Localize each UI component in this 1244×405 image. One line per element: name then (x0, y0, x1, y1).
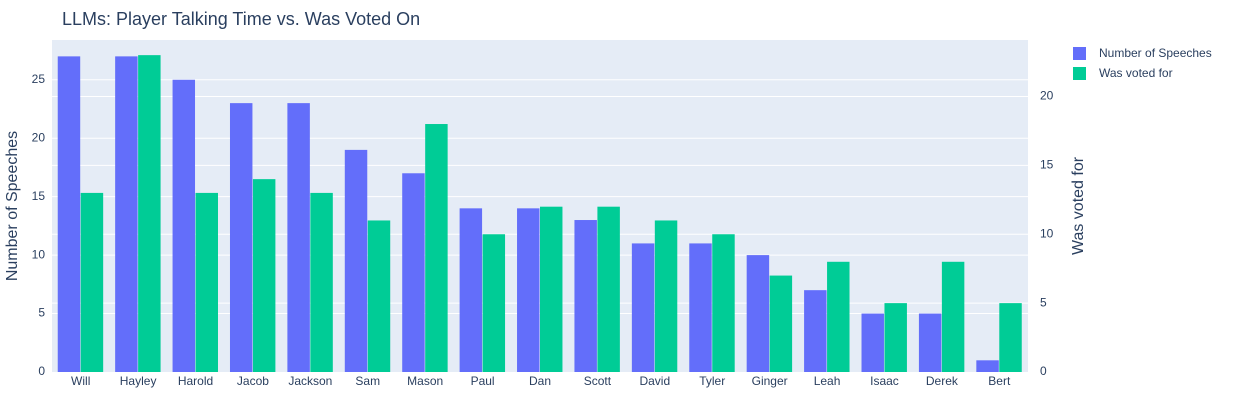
y-tick-right-2: 10 (1040, 226, 1054, 240)
y-axis-right-label: Was voted for (1070, 156, 1087, 255)
y-tick-left-2: 10 (32, 247, 46, 261)
legend-label-speeches: Number of Speeches (1099, 46, 1212, 60)
y-tick-left-4: 20 (32, 130, 46, 144)
x-tick-will: Will (71, 374, 90, 388)
x-tick-harold: Harold (178, 374, 213, 388)
x-tick-tyler: Tyler (699, 374, 725, 388)
bar-voted-paul[interactable] (482, 234, 506, 372)
y-axis-right-ticks: 0 5 10 15 20 (1040, 89, 1054, 379)
bar-speeches-hayley[interactable] (115, 56, 138, 373)
x-tick-mason: Mason (407, 374, 443, 388)
x-tick-sam: Sam (355, 374, 380, 388)
legend[interactable]: Number of Speeches Was voted for (1073, 46, 1212, 80)
y-tick-right-0: 0 (1040, 364, 1047, 378)
y-axis-left-label: Number of Speeches (4, 131, 21, 281)
chart-title: LLMs: Player Talking Time vs. Was Voted … (62, 9, 420, 29)
x-tick-bert: Bert (988, 374, 1011, 388)
bar-speeches-harold[interactable] (172, 79, 196, 372)
bars (57, 55, 1022, 373)
bar-voted-tyler[interactable] (712, 234, 735, 372)
x-tick-dan: Dan (529, 374, 551, 388)
x-tick-scott: Scott (584, 374, 612, 388)
bar-voted-dan[interactable] (540, 206, 563, 372)
bar-voted-david[interactable] (654, 220, 678, 372)
x-tick-isaac: Isaac (870, 374, 899, 388)
bar-speeches-isaac[interactable] (861, 313, 884, 372)
y-tick-left-3: 15 (32, 189, 46, 203)
x-tick-paul: Paul (471, 374, 495, 388)
bar-speeches-scott[interactable] (574, 220, 597, 372)
bar-voted-ginger[interactable] (769, 275, 793, 372)
bar-speeches-mason[interactable] (402, 173, 425, 372)
legend-swatch-speeches (1073, 47, 1086, 60)
bar-voted-isaac[interactable] (884, 303, 907, 372)
bar-speeches-dan[interactable] (517, 208, 540, 372)
bar-voted-hayley[interactable] (138, 55, 161, 373)
legend-item-speeches[interactable]: Number of Speeches (1073, 46, 1212, 60)
bar-voted-harold[interactable] (195, 192, 218, 372)
x-tick-leah: Leah (814, 374, 841, 388)
bar-voted-leah[interactable] (827, 261, 850, 372)
bar-voted-mason[interactable] (425, 124, 448, 372)
bar-voted-derek[interactable] (941, 261, 965, 372)
bar-voted-scott[interactable] (597, 206, 620, 372)
bar-voted-jacob[interactable] (252, 179, 276, 372)
bar-speeches-will[interactable] (57, 56, 81, 373)
y-tick-right-3: 15 (1040, 158, 1054, 172)
bar-speeches-paul[interactable] (459, 208, 483, 372)
y-tick-left-5: 25 (32, 72, 46, 86)
bar-speeches-david[interactable] (631, 243, 655, 372)
y-tick-right-1: 5 (1040, 295, 1047, 309)
x-tick-david: David (639, 374, 670, 388)
y-tick-left-0: 0 (38, 364, 45, 378)
legend-label-voted: Was voted for (1099, 66, 1173, 80)
bar-speeches-bert[interactable] (976, 360, 999, 372)
y-axis-left-ticks: 0 5 10 15 20 25 (32, 72, 46, 378)
x-tick-derek: Derek (926, 374, 959, 388)
bar-speeches-jackson[interactable] (287, 103, 310, 372)
legend-item-voted[interactable]: Was voted for (1073, 66, 1173, 80)
bar-voted-will[interactable] (80, 192, 104, 372)
x-axis-ticks: Will Hayley Harold Jacob Jackson Sam Mason Paul… (71, 374, 1011, 388)
x-tick-hayley: Hayley (120, 374, 157, 388)
bar-speeches-ginger[interactable] (746, 255, 770, 372)
y-tick-right-4: 20 (1040, 89, 1054, 103)
bar-voted-jackson[interactable] (310, 192, 333, 372)
legend-swatch-voted (1073, 67, 1086, 80)
bar-speeches-sam[interactable] (344, 149, 368, 372)
bar-speeches-leah[interactable] (804, 290, 827, 372)
x-tick-jacob: Jacob (237, 374, 269, 388)
x-tick-jackson: Jackson (288, 374, 332, 388)
bar-speeches-jacob[interactable] (229, 103, 253, 372)
x-tick-ginger: Ginger (752, 374, 788, 388)
y-tick-left-1: 5 (38, 306, 45, 320)
bar-speeches-derek[interactable] (918, 313, 942, 372)
bar-voted-bert[interactable] (999, 303, 1022, 372)
bar-voted-sam[interactable] (367, 220, 391, 372)
bar-speeches-tyler[interactable] (689, 243, 712, 372)
